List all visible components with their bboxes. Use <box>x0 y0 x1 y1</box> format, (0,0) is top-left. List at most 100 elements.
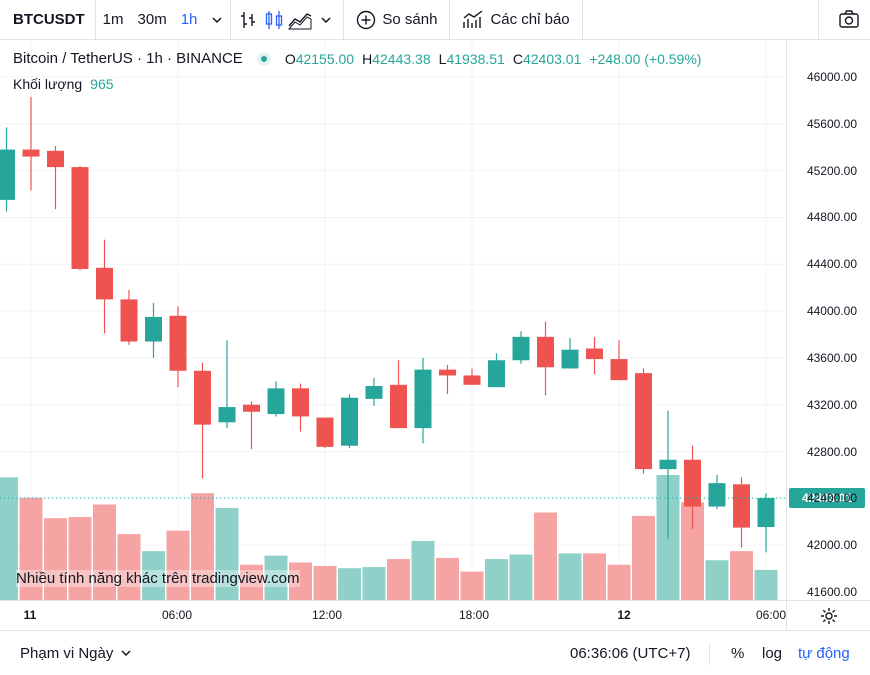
indicators-button[interactable]: Các chỉ báo <box>450 0 581 40</box>
toolbar-divider <box>449 0 451 40</box>
volume-bar <box>485 559 508 600</box>
candle-body <box>316 417 334 447</box>
compare-button[interactable]: So sánh <box>344 0 449 40</box>
price-tick-label: 42000.00 <box>806 538 857 553</box>
volume-bar <box>730 551 753 600</box>
volume-bar <box>411 540 435 600</box>
log-toggle[interactable]: log <box>762 644 783 662</box>
candle-body <box>463 375 481 385</box>
toolbar-divider <box>581 0 583 40</box>
open-label: O <box>284 50 296 67</box>
volume-bar <box>0 477 18 600</box>
candle-body <box>267 388 285 415</box>
price-tick-label: 46000.00 <box>806 70 857 84</box>
chart-settings-button[interactable] <box>786 600 870 630</box>
interval-30m[interactable]: 30m <box>137 11 167 28</box>
percent-toggle[interactable]: % <box>731 644 745 662</box>
price-axis[interactable]: 42403.01 46000.00 45600.00 45200.00 44800.0… <box>786 40 870 600</box>
candle-body <box>684 459 701 507</box>
volume-bar <box>754 569 778 600</box>
time-tick-label: 12 <box>617 608 631 622</box>
close-value: 42403.01 <box>522 50 582 67</box>
volume-bar <box>68 517 92 600</box>
tradingview-link[interactable]: Nhiều tính năng khác trên tradingview.co… <box>16 570 300 587</box>
bottom-divider <box>709 643 710 665</box>
volume-bar <box>460 571 484 600</box>
time-tick-label: 06:00 <box>161 608 193 622</box>
change-value: +248.00 (+0.59%) <box>589 50 702 67</box>
volume-bar <box>583 553 606 600</box>
candle-body <box>341 397 358 446</box>
volume-bar <box>534 512 557 600</box>
volume-bar <box>338 568 361 600</box>
ohlc-values: O42155.00 H42443.38 L41938.51 C42403.01 +248… <box>285 51 710 67</box>
date-range-label: Phạm vi Ngày <box>20 644 114 662</box>
volume-bar <box>387 559 410 600</box>
indicators-icon <box>463 9 483 28</box>
volume-bar <box>117 534 141 600</box>
price-tick-label: 44800.00 <box>806 210 857 225</box>
symbol-search[interactable]: BTCUSDT <box>13 11 85 28</box>
legend-title[interactable]: Bitcoin / TetherUS · 1h · BINANCE <box>13 50 243 67</box>
candle-body <box>22 149 40 157</box>
current-price-label: 42403.01 <box>789 488 865 508</box>
candle-body <box>439 369 456 376</box>
high-label: H <box>362 50 373 67</box>
price-tick-label: 44000.00 <box>806 304 857 319</box>
candle-body <box>733 484 750 528</box>
bar-style-icon[interactable] <box>235 0 261 40</box>
candle-body <box>292 388 309 417</box>
interval-1h[interactable]: 1h <box>180 11 198 28</box>
clock-timezone[interactable]: 06:36:06 (UTC+7) <box>570 644 691 662</box>
candle-body <box>586 348 603 360</box>
volume-bar <box>93 504 116 600</box>
candle-body <box>659 459 677 470</box>
candle-body <box>243 404 260 412</box>
auto-scale-toggle[interactable]: tự động <box>798 644 850 662</box>
price-tick-label: 43200.00 <box>806 397 857 412</box>
market-status-icon[interactable] <box>256 51 271 66</box>
bottom-bar: Phạm vi Ngày 06:36:06 (UTC+7) % log tự đ… <box>0 630 870 675</box>
area-chart-icon[interactable] <box>287 0 313 40</box>
candles-icon[interactable] <box>261 0 287 40</box>
high-value: 42443.38 <box>372 50 431 67</box>
volume-bar <box>215 507 239 600</box>
candle-body <box>635 373 652 470</box>
price-tick-label: 42800.00 <box>806 444 857 459</box>
time-axis[interactable]: 11 06:00 12:00 18:00 12 06:00 <box>0 600 786 630</box>
volume-bar <box>681 502 704 600</box>
top-toolbar: BTCUSDT 1m 30m 1h So sánh Các chỉ báo <box>0 0 870 40</box>
chevron-down-icon[interactable] <box>204 0 230 40</box>
chart-legend: Bitcoin / TetherUS · 1h · BINANCE O42155… <box>13 50 709 67</box>
candle-body <box>145 316 162 342</box>
candle-body <box>414 369 432 429</box>
volume-bar <box>607 564 631 600</box>
toolbar-divider <box>94 0 96 40</box>
candle-body <box>0 149 15 200</box>
price-tick-label: 45200.00 <box>806 163 857 178</box>
candle-body <box>610 359 628 381</box>
volume-legend: Khối lượng 965 <box>13 76 114 92</box>
volume-bar <box>289 562 312 600</box>
candlestick-chart[interactable] <box>0 40 786 600</box>
candle-body <box>47 150 64 168</box>
price-tick-label: 45600.00 <box>806 116 857 131</box>
price-tick-label: 43600.00 <box>806 350 857 365</box>
interval-1m[interactable]: 1m <box>102 11 124 28</box>
chevron-down-icon[interactable] <box>313 0 339 40</box>
low-label: L <box>438 50 447 67</box>
date-range-dropdown[interactable]: Phạm vi Ngày <box>20 645 131 662</box>
volume-bar <box>436 557 459 600</box>
time-tick-label: 12:00 <box>311 608 343 622</box>
candle-body <box>71 167 89 269</box>
time-tick-label: 11 <box>23 608 37 622</box>
volume-label[interactable]: Khối lượng <box>13 76 83 92</box>
low-value: 41938.51 <box>446 50 505 67</box>
volume-bar <box>264 555 288 600</box>
chart-pane[interactable]: Bitcoin / TetherUS · 1h · BINANCE O42155… <box>0 40 786 600</box>
price-tick-label: 41600.00 <box>806 585 857 599</box>
camera-icon[interactable] <box>838 8 860 35</box>
chevron-down-icon <box>121 650 131 656</box>
candle-body <box>194 370 211 425</box>
toolbar-divider <box>818 0 819 40</box>
